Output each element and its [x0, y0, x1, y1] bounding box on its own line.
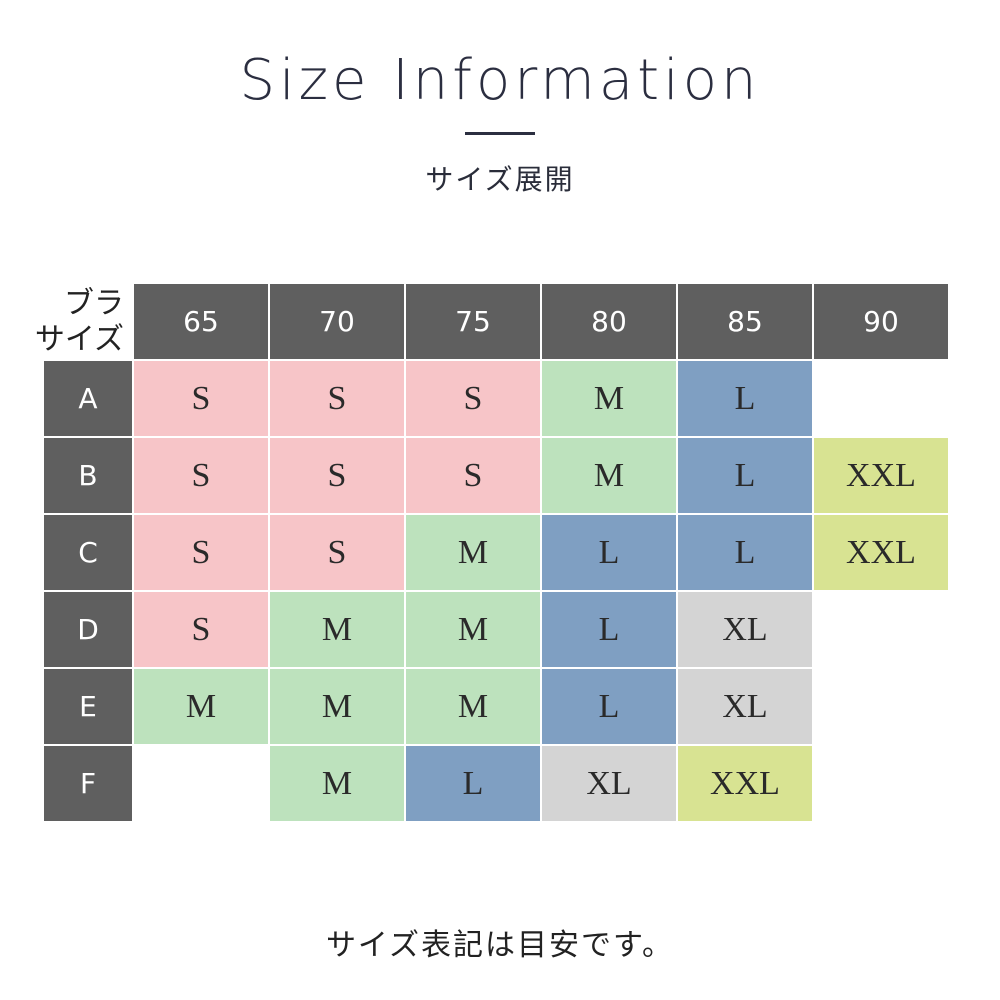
- size-cell: S: [406, 361, 540, 436]
- size-cell: XXL: [814, 515, 948, 590]
- corner-label-line1: ブラ: [64, 285, 124, 321]
- column-header: 70: [270, 284, 404, 359]
- size-cell: L: [542, 515, 676, 590]
- page-subtitle: サイズ展開: [425, 163, 575, 196]
- size-cell: S: [134, 592, 268, 667]
- size-cell: XL: [542, 746, 676, 821]
- size-cell: L: [406, 746, 540, 821]
- size-cell: L: [678, 438, 812, 513]
- size-cell: S: [270, 438, 404, 513]
- empty-cell: [814, 746, 948, 821]
- row-header: C: [44, 515, 132, 590]
- size-cell: M: [270, 592, 404, 667]
- corner-label: ブラ サイズ: [4, 284, 132, 359]
- empty-cell: [814, 669, 948, 744]
- size-cell: S: [134, 361, 268, 436]
- size-cell: S: [134, 438, 268, 513]
- size-cell: M: [542, 438, 676, 513]
- column-header: 75: [406, 284, 540, 359]
- empty-cell: [814, 592, 948, 667]
- column-header: 80: [542, 284, 676, 359]
- size-table: ブラ サイズ 65 70 75 80 85 90 A S S S M L B S S S M L XXL C S S M L L…: [35, 284, 948, 821]
- size-cell: XXL: [678, 746, 812, 821]
- size-cell: S: [270, 515, 404, 590]
- size-cell: XL: [678, 669, 812, 744]
- size-cell: L: [678, 361, 812, 436]
- size-cell: M: [270, 746, 404, 821]
- size-cell: L: [678, 515, 812, 590]
- size-cell: XXL: [814, 438, 948, 513]
- empty-cell: [814, 361, 948, 436]
- size-cell: M: [406, 515, 540, 590]
- size-cell: M: [542, 361, 676, 436]
- row-header: B: [44, 438, 132, 513]
- column-header: 90: [814, 284, 948, 359]
- row-header: D: [44, 592, 132, 667]
- size-cell: M: [270, 669, 404, 744]
- footer-note: サイズ表記は目安です。: [325, 928, 675, 963]
- size-cell: S: [406, 438, 540, 513]
- column-header: 65: [134, 284, 268, 359]
- column-header: 85: [678, 284, 812, 359]
- row-header: F: [44, 746, 132, 821]
- size-cell: L: [542, 592, 676, 667]
- size-cell: S: [270, 361, 404, 436]
- size-cell: L: [542, 669, 676, 744]
- size-cell: S: [134, 515, 268, 590]
- row-header: E: [44, 669, 132, 744]
- title-divider: [465, 132, 535, 135]
- size-cell: M: [134, 669, 268, 744]
- corner-label-line2: サイズ: [34, 321, 124, 357]
- size-cell: XL: [678, 592, 812, 667]
- size-cell: M: [406, 592, 540, 667]
- size-cell: M: [406, 669, 540, 744]
- page-title: Size Information: [239, 48, 761, 113]
- row-header: A: [44, 361, 132, 436]
- empty-cell: [134, 746, 268, 821]
